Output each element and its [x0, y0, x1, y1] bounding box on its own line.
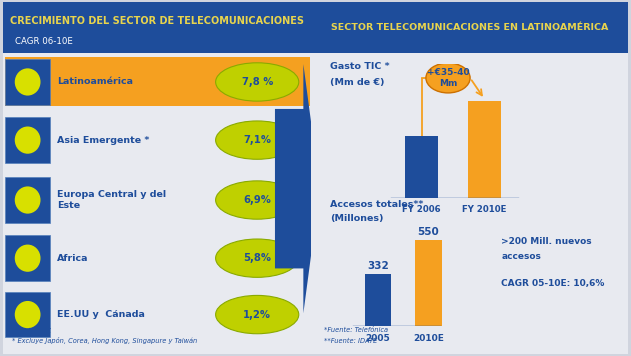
FancyBboxPatch shape — [4, 176, 310, 225]
Text: Latinoamérica: Latinoamérica — [57, 78, 133, 87]
Text: CAGR 06-10E: CAGR 06-10E — [16, 37, 73, 46]
Ellipse shape — [15, 187, 40, 214]
Ellipse shape — [15, 68, 40, 95]
Bar — [468, 101, 501, 198]
Ellipse shape — [15, 126, 40, 154]
Ellipse shape — [216, 295, 298, 334]
FancyBboxPatch shape — [4, 234, 310, 283]
Text: Fuente: IDC: Fuente: IDC — [13, 328, 51, 334]
Text: 7,8 %: 7,8 % — [242, 77, 273, 87]
Text: 550: 550 — [418, 227, 439, 237]
Text: * Excluye Japón, Corea, Hong Kong, Singapure y Taiwán: * Excluye Japón, Corea, Hong Kong, Singa… — [13, 337, 198, 344]
Ellipse shape — [15, 301, 40, 328]
Bar — [405, 136, 438, 198]
FancyBboxPatch shape — [4, 116, 310, 164]
FancyBboxPatch shape — [5, 117, 50, 163]
Bar — [365, 274, 391, 326]
Ellipse shape — [216, 63, 298, 101]
Text: 6,9%: 6,9% — [244, 195, 271, 205]
Text: 5,8%: 5,8% — [243, 253, 271, 263]
Text: EE.UU y  Cánada: EE.UU y Cánada — [57, 310, 145, 319]
Ellipse shape — [15, 245, 40, 272]
FancyBboxPatch shape — [5, 292, 50, 337]
Text: **Fuente: IDATE: **Fuente: IDATE — [324, 338, 377, 344]
Text: 1,2%: 1,2% — [243, 310, 271, 320]
Text: FY 2006: FY 2006 — [402, 205, 441, 214]
Text: Asia Emergente *: Asia Emergente * — [57, 136, 150, 145]
Text: accesos: accesos — [501, 252, 541, 261]
Text: FY 2010E: FY 2010E — [463, 205, 507, 214]
Text: Africa: Africa — [57, 254, 88, 263]
FancyBboxPatch shape — [4, 57, 310, 106]
Text: 332: 332 — [367, 261, 389, 271]
Text: (Mm de €): (Mm de €) — [330, 78, 384, 87]
Text: Europa Central y del
Este: Europa Central y del Este — [57, 190, 166, 210]
Polygon shape — [275, 64, 320, 313]
Text: +€35-40
Mm: +€35-40 Mm — [427, 68, 469, 88]
Text: (Millones): (Millones) — [330, 214, 384, 223]
FancyBboxPatch shape — [5, 177, 50, 223]
Text: 7,1%: 7,1% — [243, 135, 271, 145]
Text: Accesos totales**: Accesos totales** — [330, 200, 423, 209]
Ellipse shape — [216, 121, 298, 159]
Text: 2010E: 2010E — [413, 334, 444, 343]
Ellipse shape — [426, 63, 470, 93]
Text: *Fuente: Telefónica: *Fuente: Telefónica — [324, 327, 388, 333]
FancyBboxPatch shape — [5, 59, 50, 105]
Ellipse shape — [216, 239, 298, 277]
Text: CAGR 05-10E: 10,6%: CAGR 05-10E: 10,6% — [501, 279, 604, 288]
Text: >200 Mill. nuevos: >200 Mill. nuevos — [501, 237, 592, 246]
Ellipse shape — [216, 181, 298, 219]
FancyBboxPatch shape — [311, 2, 628, 354]
FancyBboxPatch shape — [4, 290, 310, 339]
Text: SECTOR TELECOMUNICACIONES EN LATINOAMÉRICA: SECTOR TELECOMUNICACIONES EN LATINOAMÉRI… — [331, 23, 608, 32]
Bar — [415, 240, 442, 326]
Text: Gasto TIC *: Gasto TIC * — [330, 63, 390, 72]
FancyBboxPatch shape — [3, 2, 311, 354]
Text: 2005: 2005 — [365, 334, 391, 343]
Text: CRECIMIENTO DEL SECTOR DE TELECOMUNICACIONES: CRECIMIENTO DEL SECTOR DE TELECOMUNICACI… — [10, 16, 304, 26]
FancyBboxPatch shape — [5, 235, 50, 281]
FancyBboxPatch shape — [3, 2, 311, 53]
FancyBboxPatch shape — [311, 2, 628, 53]
